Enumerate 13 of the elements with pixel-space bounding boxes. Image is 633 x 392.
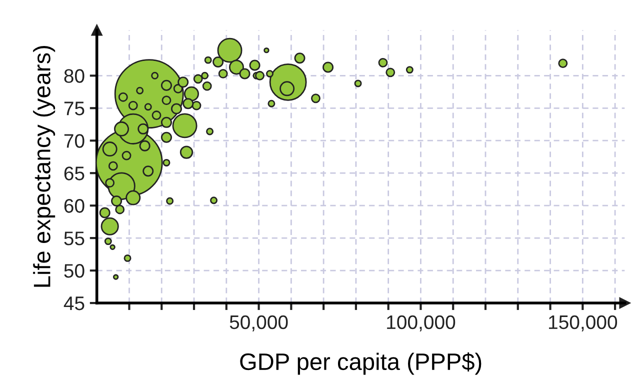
x-tick-label: 100,000 (387, 315, 456, 332)
y-tick-label: 75 (64, 102, 84, 116)
x-tick-label: 150,000 (549, 315, 618, 332)
y-tick-label: 45 (64, 296, 84, 310)
x-tick-label: 50,000 (230, 315, 288, 332)
x-axis-title: GDP per capita (PPP$) (240, 352, 482, 375)
y-tick-label: 55 (64, 232, 84, 246)
y-tick-label: 80 (64, 69, 84, 83)
y-axis-title: Life expectancy (years) (33, 46, 56, 287)
y-tick-label: 70 (64, 134, 84, 148)
y-tick-label: 50 (64, 264, 84, 278)
y-tick-label: 60 (64, 199, 84, 213)
y-tick-label: 65 (64, 166, 84, 180)
